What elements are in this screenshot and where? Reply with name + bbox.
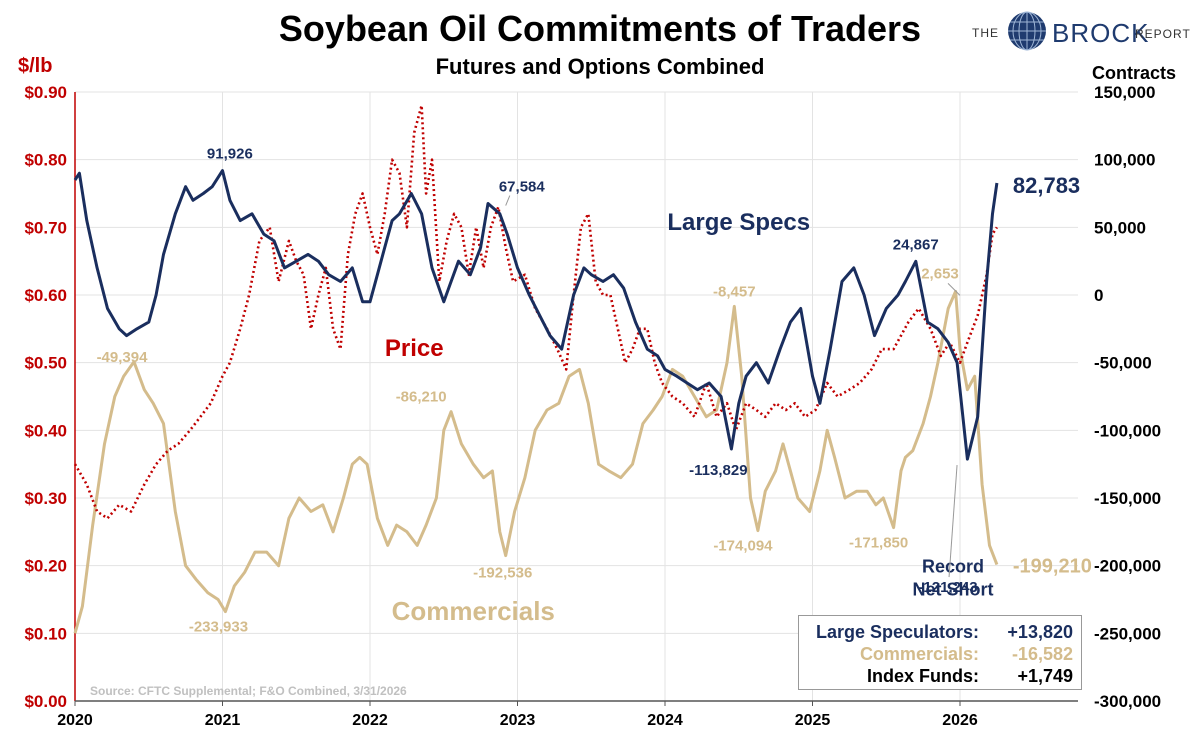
left-tick-label: $0.10 [24,624,67,643]
left-tick-label: $0.90 [24,83,67,102]
annotation-86-210: -86,210 [396,389,447,406]
legend-value: +13,820 [1007,622,1073,642]
legend-label: Index Funds: [867,666,979,686]
right-tick-label: 100,000 [1094,151,1155,170]
net-change-box: Large Speculators: +13,820 Commercials: … [798,615,1082,690]
right-tick-label: -250,000 [1094,624,1161,643]
annotation-174-094: -174,094 [713,538,773,555]
left-tick-label: $0.40 [24,421,67,440]
annotation-24-867: 24,867 [893,236,939,253]
left-tick-label: $0.50 [24,354,67,373]
x-tick-label: 2026 [942,712,978,729]
source-note: Source: CFTC Supplemental; F&O Combined,… [90,684,407,698]
pointer-line [947,283,961,296]
legend-row-commercials: Commercials: -16,582 [799,644,1081,666]
annotation-record: Record [922,556,984,576]
right-tick-label: -50,000 [1094,354,1152,373]
left-axis-unit: $/lb [18,55,53,77]
chart-subtitle: Futures and Options Combined [435,54,765,79]
brock-report-logo: THE BROCK REPORT [972,10,1192,54]
annotation-82-783: 82,783 [1013,173,1080,198]
x-tick-label: 2024 [647,712,683,729]
legend-value: +1,749 [1017,666,1073,686]
legend-value: -16,582 [1011,644,1073,664]
annotation-49-394: -49,394 [97,349,149,366]
legend-row-index-funds: Index Funds: +1,749 [799,666,1081,688]
series-line-large-specs [73,169,999,461]
right-tick-label: -150,000 [1094,489,1161,508]
right-tick-label: 50,000 [1094,218,1146,237]
left-tick-label: $0.80 [24,151,67,170]
right-tick-label: 150,000 [1094,83,1155,102]
logo-the: THE [972,26,999,40]
annotation-commercials: Commercials [392,596,555,626]
x-tick-label: 2025 [795,712,831,729]
annotation-113-829: -113,829 [689,462,747,479]
annotation-67-584: 67,584 [499,179,546,196]
chart-title: Soybean Oil Commitments of Traders [278,8,922,49]
left-tick-label: $0.70 [24,218,67,237]
logo-report: REPORT [1135,27,1191,41]
annotation-2-653: 2,653 [921,265,959,282]
annotation-171-850: -171,850 [849,535,908,552]
x-tick-label: 2020 [57,712,93,729]
legend-label: Commercials: [859,644,979,664]
left-tick-label: $0.00 [24,692,67,711]
annotation-192-536: -192,536 [473,565,532,582]
annotation-8-457: -8,457 [713,283,756,300]
annotation-199-210: -199,210 [1013,556,1092,578]
annotation-91-926: 91,926 [207,146,253,163]
series-line-commercials [73,289,999,634]
series-line-price [73,104,998,520]
right-tick-label: -100,000 [1094,421,1161,440]
legend-row-large-speculators: Large Speculators: +13,820 [799,622,1081,644]
annotation-price: Price [385,335,444,362]
logo-brock: BROCK [1052,18,1150,48]
left-tick-label: $0.60 [24,286,67,305]
annotation-233-933: -233,933 [189,619,248,636]
right-tick-label: 0 [1094,286,1103,305]
pointer-line [948,465,958,578]
pointer-line [505,195,511,206]
right-tick-label: -300,000 [1094,692,1161,711]
left-tick-label: $0.30 [24,489,67,508]
annotation-net-short: Net Short [913,579,994,599]
left-tick-label: $0.20 [24,557,67,576]
x-tick-label: 2022 [352,712,388,729]
right-axis-unit: Contracts [1092,63,1177,83]
globe-icon [1008,11,1046,51]
legend-label: Large Speculators: [815,622,979,642]
x-tick-label: 2023 [500,712,536,729]
annotation-large-specs: Large Specs [667,209,810,236]
right-tick-label: -200,000 [1094,557,1161,576]
annotation-121-243: -121,243 [918,579,977,596]
x-tick-label: 2021 [205,712,241,729]
